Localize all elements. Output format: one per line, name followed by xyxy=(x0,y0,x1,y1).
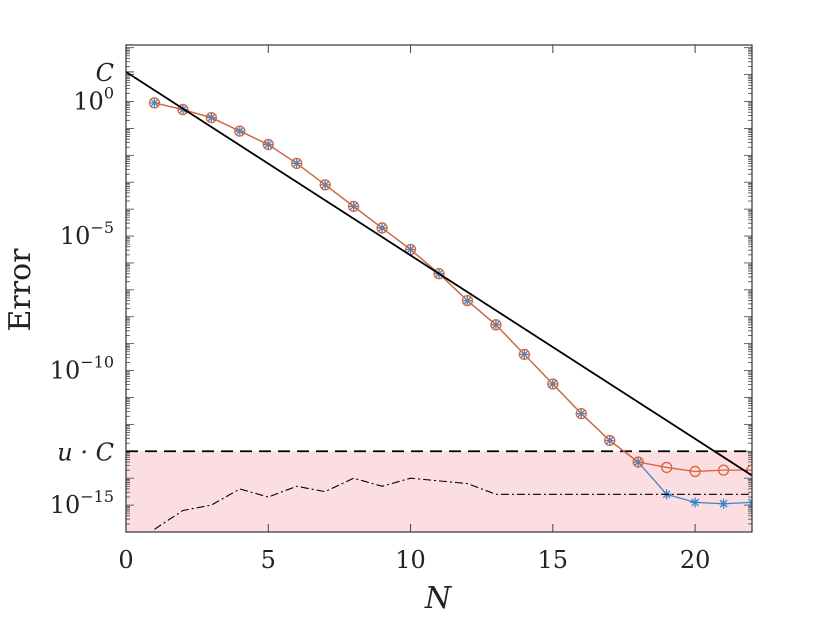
circle-marker xyxy=(689,465,701,478)
circle-marker xyxy=(518,348,531,361)
dash-dot-line xyxy=(154,477,752,530)
circle-marker xyxy=(461,294,474,307)
circle-marker xyxy=(604,434,616,447)
circle-marker xyxy=(291,157,303,170)
x-tick-label: 15 xyxy=(538,546,569,574)
plot-area: 0 5 10 15 20 100 10−5 10−10 10−15 Cu · C xyxy=(50,44,753,574)
circle-marker xyxy=(205,111,218,124)
star-series-line xyxy=(154,102,752,505)
series-layer xyxy=(126,71,752,530)
star-marker xyxy=(718,498,729,509)
circle-marker xyxy=(234,125,246,137)
circle-marker xyxy=(660,461,673,474)
circle-marker xyxy=(717,464,730,476)
circle-marker xyxy=(746,464,752,476)
y-tick-label: 100 xyxy=(73,84,114,116)
axes-box xyxy=(125,44,753,533)
circle-marker xyxy=(347,200,360,213)
y-axis-label: Error xyxy=(3,248,38,332)
circle-series-line xyxy=(154,102,752,473)
circle-marker xyxy=(319,179,331,191)
circle-marker xyxy=(262,138,274,151)
uc-label: u · C xyxy=(57,438,114,466)
c-label: C xyxy=(96,59,114,87)
y-tick-label: 10−5 xyxy=(60,218,114,250)
x-tick-label: 5 xyxy=(261,546,276,574)
shaded-region xyxy=(126,451,752,532)
circle-marker xyxy=(632,456,644,468)
circle-marker xyxy=(490,319,502,331)
y-tick-label: 10−10 xyxy=(50,353,114,385)
circle-marker xyxy=(433,268,445,280)
circle-marker xyxy=(148,97,161,109)
reference-line xyxy=(126,71,752,477)
x-tick-label: 0 xyxy=(118,546,133,574)
circle-marker xyxy=(177,103,189,116)
x-tick-label: 20 xyxy=(680,546,711,574)
circle-marker xyxy=(575,407,587,420)
x-axis-label: N xyxy=(424,581,453,616)
x-tick-label: 10 xyxy=(395,546,426,574)
circle-marker xyxy=(376,222,388,234)
circle-marker xyxy=(547,378,559,390)
y-tick-label: 10−15 xyxy=(50,487,114,519)
star-marker xyxy=(690,497,701,508)
